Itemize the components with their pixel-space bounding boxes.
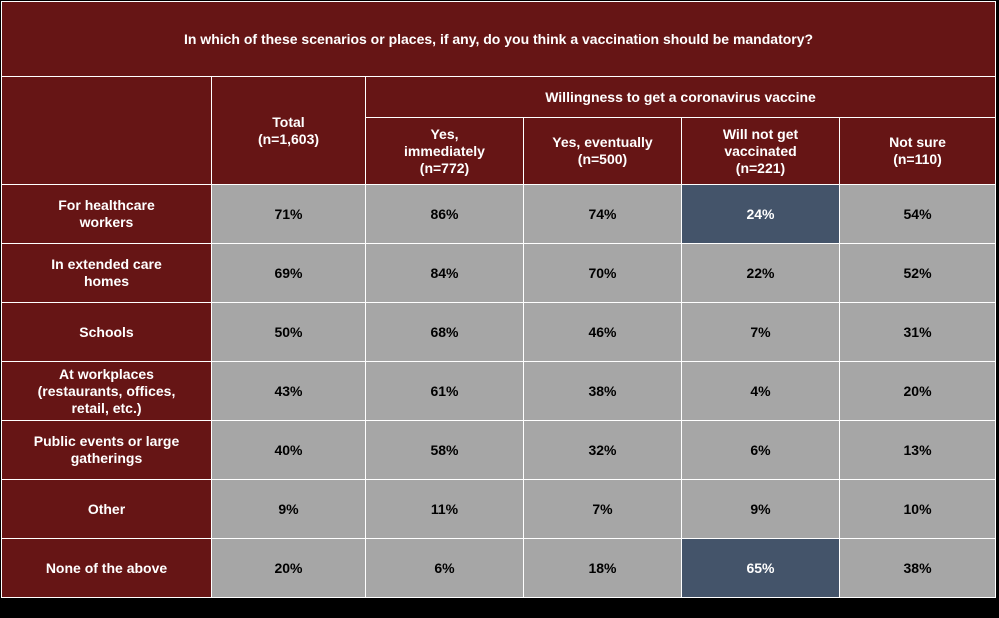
value-cell-yes-immediately: 68% (365, 302, 524, 362)
value-cell-yes-eventually: 38% (523, 361, 682, 421)
table-row: At workplaces (restaurants, offices, retai… (1, 361, 997, 421)
row-label: For healthcare workers (1, 184, 212, 244)
row-label: Schools (1, 302, 212, 362)
row-label: Public events or large gatherings (1, 420, 212, 480)
column-header-will-not-get-vaccinated-label: Will not get vaccinated (n=221) (722, 125, 799, 176)
value-cell-will-not-get-vaccinated: 6% (681, 420, 840, 480)
value-cell-will-not-get-vaccinated: 7% (681, 302, 840, 362)
header-corner-cell (1, 76, 212, 185)
value-cell-total: 40% (211, 420, 366, 480)
column-header-total-label: Total (n=1,603) (257, 113, 320, 147)
column-header-yes-eventually-label: Yes, eventually (n=500) (552, 134, 653, 167)
value-cell-not-sure: 38% (838, 538, 997, 598)
row-label: None of the above (1, 538, 212, 598)
value-cell-will-not-get-vaccinated: 22% (681, 243, 840, 303)
value-cell-yes-immediately: 58% (365, 420, 524, 480)
value-cell-yes-immediately: 84% (365, 243, 524, 303)
group-header: Willingness to get a coronavirus vaccine (364, 76, 997, 118)
value-cell-will-not-get-vaccinated: 24% (681, 184, 840, 244)
value-cell-yes-eventually: 18% (523, 538, 682, 598)
table-row: Public events or large gatherings 40% 58% 32… (1, 420, 997, 480)
value-cell-total: 69% (211, 243, 366, 303)
table-row: In extended care homes 69% 84% 70% 22% 52% (1, 243, 997, 303)
value-cell-yes-immediately: 11% (365, 479, 524, 539)
value-cell-not-sure: 54% (838, 184, 997, 244)
column-header-not-sure: Not sure (n=110) (838, 117, 997, 185)
value-cell-total: 20% (211, 538, 366, 598)
table-row: Schools 50% 68% 46% 7% 31% (1, 302, 997, 362)
value-cell-not-sure: 13% (838, 420, 997, 480)
column-header-yes-immediately-label: Yes, immediately (n=772) (404, 125, 485, 176)
table-title: In which of these scenarios or places, i… (0, 1, 997, 77)
table-row: For healthcare workers 71% 86% 74% 24% 54% (1, 184, 997, 244)
column-header-yes-immediately: Yes, immediately (n=772) (365, 117, 524, 185)
table-row: Other 9% 11% 7% 9% 10% (1, 479, 997, 539)
value-cell-yes-eventually: 32% (523, 420, 682, 480)
value-cell-yes-eventually: 7% (523, 479, 682, 539)
value-cell-not-sure: 20% (838, 361, 997, 421)
value-cell-yes-eventually: 74% (523, 184, 682, 244)
column-header-will-not-get-vaccinated: Will not get vaccinated (n=221) (681, 117, 840, 185)
value-cell-yes-immediately: 6% (365, 538, 524, 598)
value-cell-total: 9% (211, 479, 366, 539)
value-cell-total: 50% (211, 302, 366, 362)
bottom-border (0, 607, 999, 618)
value-cell-total: 71% (211, 184, 366, 244)
value-cell-will-not-get-vaccinated: 4% (681, 361, 840, 421)
value-cell-yes-immediately: 86% (365, 184, 524, 244)
value-cell-not-sure: 52% (838, 243, 997, 303)
value-cell-not-sure: 10% (838, 479, 997, 539)
value-cell-will-not-get-vaccinated: 9% (681, 479, 840, 539)
value-cell-yes-immediately: 61% (365, 361, 524, 421)
survey-table: In which of these scenarios or places, i… (0, 1, 997, 598)
value-cell-total: 43% (211, 361, 366, 421)
row-label: At workplaces (restaurants, offices, retai… (1, 361, 212, 421)
column-header-not-sure-label: Not sure (n=110) (889, 134, 946, 167)
value-cell-will-not-get-vaccinated: 65% (681, 538, 840, 598)
row-label: Other (1, 479, 212, 539)
row-label: In extended care homes (1, 243, 212, 303)
column-header-total: Total (n=1,603) (211, 76, 366, 185)
value-cell-yes-eventually: 46% (523, 302, 682, 362)
table-row: None of the above 20% 6% 18% 65% 38% (1, 538, 997, 598)
column-header-yes-eventually: Yes, eventually (n=500) (523, 117, 682, 185)
value-cell-yes-eventually: 70% (523, 243, 682, 303)
value-cell-not-sure: 31% (838, 302, 997, 362)
